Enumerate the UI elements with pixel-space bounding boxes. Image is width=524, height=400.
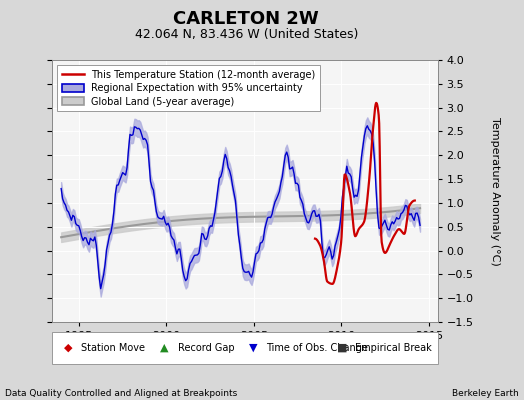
Text: Station Move: Station Move xyxy=(81,343,145,353)
Text: Data Quality Controlled and Aligned at Breakpoints: Data Quality Controlled and Aligned at B… xyxy=(5,389,237,398)
Text: ▲: ▲ xyxy=(160,343,169,353)
Text: CARLETON 2W: CARLETON 2W xyxy=(173,10,319,28)
Text: ◆: ◆ xyxy=(64,343,72,353)
Text: Time of Obs. Change: Time of Obs. Change xyxy=(266,343,368,353)
Text: ■: ■ xyxy=(337,343,348,353)
Text: Berkeley Earth: Berkeley Earth xyxy=(452,389,519,398)
Y-axis label: Temperature Anomaly (°C): Temperature Anomaly (°C) xyxy=(490,117,500,265)
Text: 42.064 N, 83.436 W (United States): 42.064 N, 83.436 W (United States) xyxy=(135,28,358,41)
Text: Empirical Break: Empirical Break xyxy=(355,343,431,353)
Legend: This Temperature Station (12-month average), Regional Expectation with 95% uncer: This Temperature Station (12-month avera… xyxy=(57,65,320,111)
Text: ▼: ▼ xyxy=(249,343,257,353)
Text: Record Gap: Record Gap xyxy=(178,343,234,353)
